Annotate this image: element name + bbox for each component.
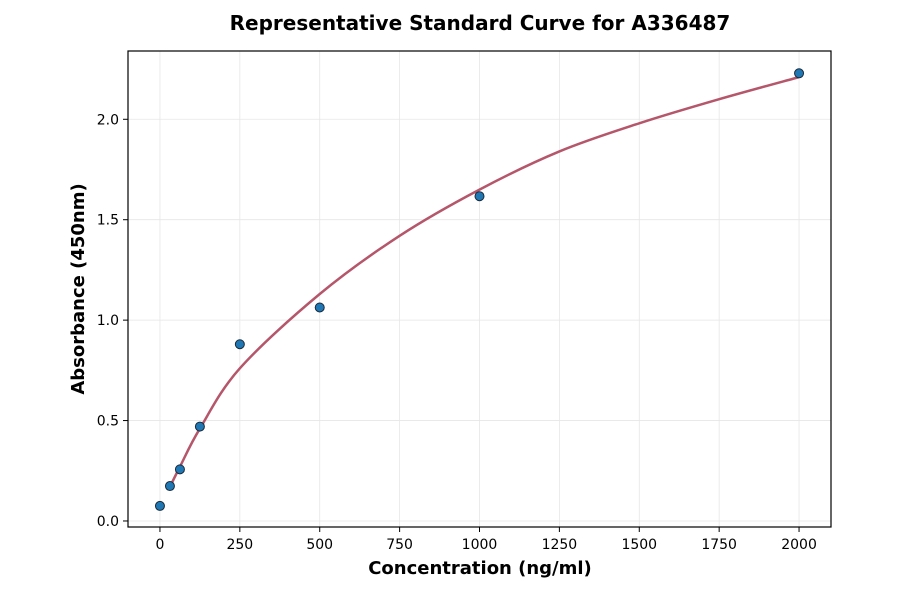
y-tick-label: 0.5 <box>97 414 119 430</box>
x-tick-label: 1750 <box>701 537 737 553</box>
x-tick-label: 1500 <box>621 537 657 553</box>
y-axis-label: Absorbance (450nm) <box>68 183 89 394</box>
x-tick-label: 2000 <box>781 537 817 553</box>
y-tick-label: 0.0 <box>97 514 119 530</box>
x-tick-label: 250 <box>226 537 253 553</box>
y-tick-label: 2.0 <box>97 112 119 128</box>
chart-title: Representative Standard Curve for A33648… <box>230 11 731 35</box>
data-point <box>164 481 175 492</box>
plot-frame <box>127 50 832 528</box>
x-tick-label: 750 <box>386 537 413 553</box>
data-point <box>474 191 485 202</box>
fit-curve-line <box>168 75 800 488</box>
data-point <box>154 500 165 511</box>
data-point <box>174 464 185 475</box>
x-tick-label: 1000 <box>462 537 498 553</box>
data-point <box>234 339 245 350</box>
x-axis-label: Concentration (ng/ml) <box>368 558 592 579</box>
x-tick-label: 1250 <box>542 537 578 553</box>
y-tick-label: 1.5 <box>97 213 119 229</box>
y-tick-label: 1.0 <box>97 313 119 329</box>
data-point <box>794 68 805 79</box>
x-tick-label: 500 <box>306 537 333 553</box>
data-point <box>194 421 205 432</box>
x-tick-label: 0 <box>155 537 164 553</box>
data-point <box>314 302 325 313</box>
